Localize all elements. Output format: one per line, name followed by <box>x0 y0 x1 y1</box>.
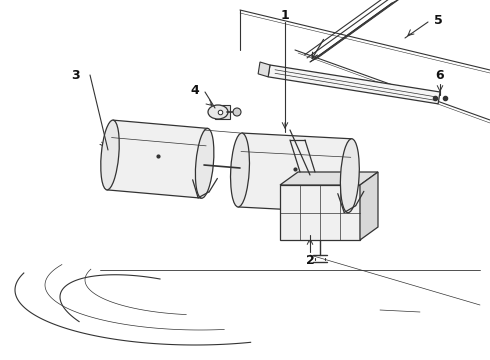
Text: 4: 4 <box>191 84 199 96</box>
Polygon shape <box>215 105 230 119</box>
Ellipse shape <box>233 108 241 116</box>
Polygon shape <box>280 172 378 185</box>
Polygon shape <box>360 172 378 240</box>
Text: 2: 2 <box>306 253 315 266</box>
Polygon shape <box>107 120 208 198</box>
Polygon shape <box>258 62 270 77</box>
Ellipse shape <box>231 133 249 207</box>
Ellipse shape <box>101 120 119 190</box>
Text: 3: 3 <box>71 68 79 81</box>
Polygon shape <box>310 0 401 62</box>
Ellipse shape <box>196 129 214 198</box>
Polygon shape <box>238 133 352 213</box>
Polygon shape <box>280 185 360 240</box>
Polygon shape <box>268 65 440 104</box>
Ellipse shape <box>341 139 359 213</box>
Ellipse shape <box>208 105 228 119</box>
Text: 1: 1 <box>281 9 290 22</box>
Text: 5: 5 <box>434 14 442 27</box>
Text: 6: 6 <box>436 68 444 81</box>
